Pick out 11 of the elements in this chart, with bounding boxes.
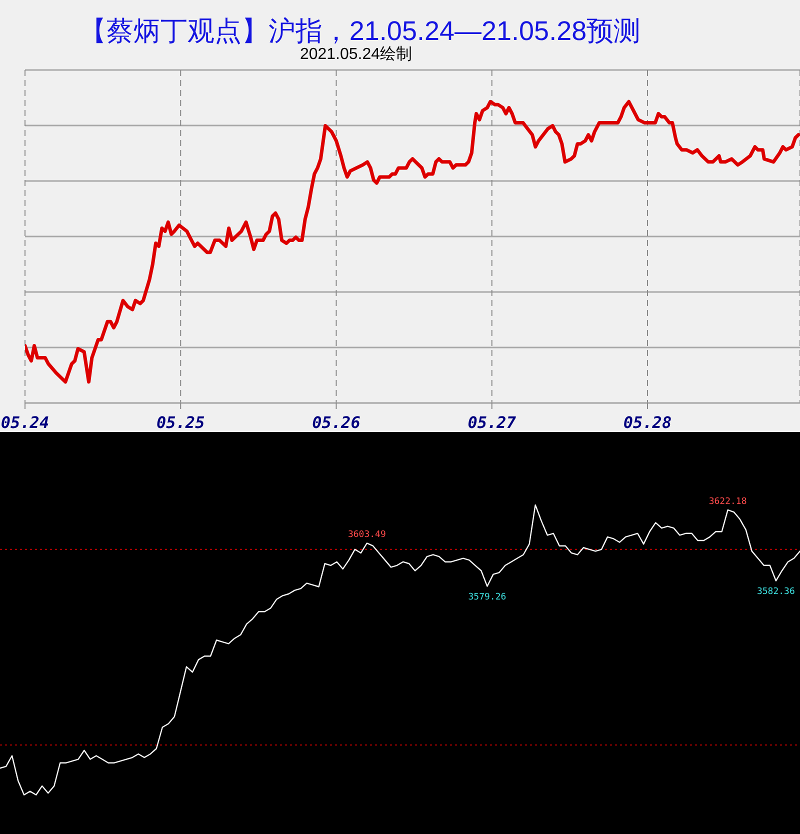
x-tick-label: 05.24 — [0, 413, 50, 432]
data-label: 3622.18 — [708, 496, 747, 507]
x-tick-label: 05.25 — [156, 413, 205, 432]
x-tick-label: 05.27 — [468, 413, 516, 432]
data-label: 3582.36 — [756, 586, 795, 597]
chart-subtitle: 2021.05.24绘制 — [300, 46, 412, 64]
chart-title: 【蔡炳丁观点】沪指，21.05.24—21.05.28预测 — [79, 15, 641, 46]
x-tick-label: 05.26 — [312, 413, 361, 432]
x-tick-label: 05.28 — [623, 413, 672, 432]
data-label: 3603.49 — [348, 530, 386, 540]
data-label: 3579.26 — [468, 592, 506, 602]
